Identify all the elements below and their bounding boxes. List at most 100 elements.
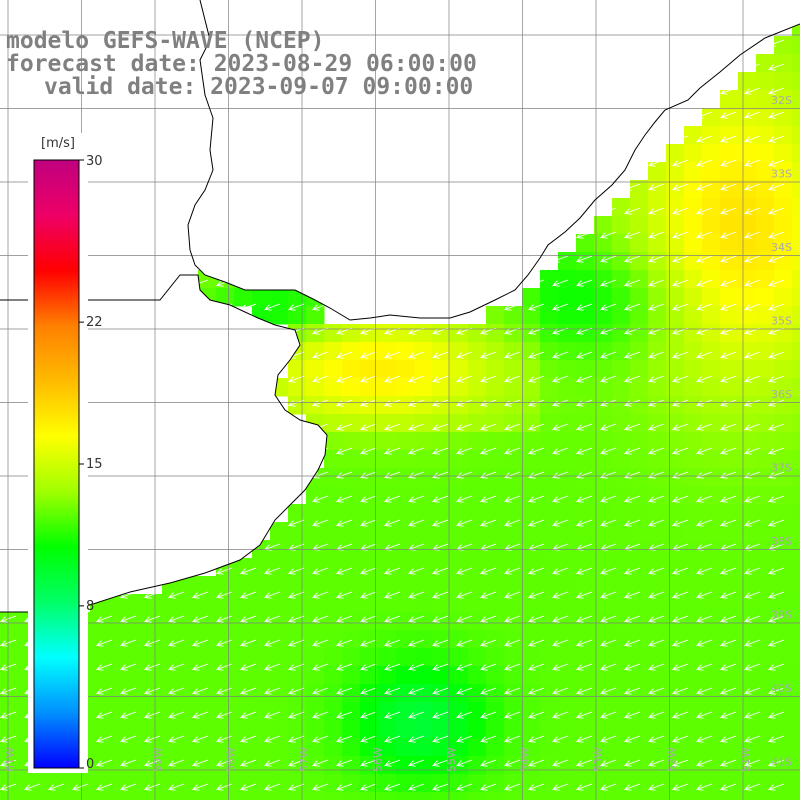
wind-arrow-shaft xyxy=(288,303,305,310)
wind-arrow-shaft xyxy=(744,159,761,166)
wind-arrow-head xyxy=(456,496,464,503)
field-cell xyxy=(684,666,703,685)
wind-arrow xyxy=(360,663,377,671)
wind-arrow-shaft xyxy=(624,447,641,454)
wind-arrow-head xyxy=(384,424,392,431)
wind-arrow-head xyxy=(648,688,656,695)
wind-arrow xyxy=(312,735,329,743)
field-cell xyxy=(180,720,199,739)
field-cell xyxy=(540,396,559,415)
field-cell xyxy=(558,450,577,469)
wind-arrow-shaft xyxy=(504,471,521,478)
wind-arrow-head xyxy=(408,640,416,647)
field-cell xyxy=(792,72,800,91)
wind-arrow xyxy=(768,159,785,167)
wind-arrow-shaft xyxy=(336,375,353,382)
wind-arrow xyxy=(720,639,737,647)
wind-arrow xyxy=(216,711,233,719)
field-cell xyxy=(774,72,793,91)
wind-arrow-shaft xyxy=(576,495,593,502)
wind-arrow-shaft xyxy=(648,447,665,454)
wind-arrow-head xyxy=(240,640,248,647)
wind-arrow-shaft xyxy=(216,639,233,646)
wind-arrow-shaft xyxy=(384,423,401,430)
field-cell xyxy=(342,594,361,613)
wind-arrow-shaft xyxy=(624,783,641,790)
wind-arrow xyxy=(504,735,521,743)
lon-label: 56W xyxy=(372,747,385,772)
wind-arrow-head xyxy=(288,376,296,383)
wind-arrow-shaft xyxy=(456,615,473,622)
wind-arrow-head xyxy=(744,616,752,623)
field-cell xyxy=(738,126,757,145)
wind-arrow-shaft xyxy=(696,423,713,430)
wind-arrow-shaft xyxy=(552,519,569,526)
wind-arrow-head xyxy=(480,424,488,431)
wind-arrow-shaft xyxy=(312,375,329,382)
field-cell xyxy=(450,324,469,343)
wind-arrow-head xyxy=(384,472,392,479)
wind-arrow xyxy=(312,375,329,383)
wind-arrow-head xyxy=(336,520,344,527)
field-cell xyxy=(756,432,775,451)
wind-arrow-head xyxy=(360,328,368,335)
wind-arrow-head xyxy=(264,616,272,623)
field-cell xyxy=(540,288,559,307)
field-cell xyxy=(648,594,667,613)
wind-arrow-head xyxy=(0,664,8,671)
wind-arrow xyxy=(696,615,713,623)
wind-arrow-head xyxy=(624,520,632,527)
field-cell xyxy=(522,666,541,685)
wind-arrow xyxy=(288,711,305,719)
wind-arrow-shaft xyxy=(672,519,689,526)
wind-arrow xyxy=(384,471,401,479)
wind-arrow-head xyxy=(648,640,656,647)
wind-arrow-head xyxy=(768,208,776,215)
wind-arrow-head xyxy=(696,208,704,215)
wind-arrow-shaft xyxy=(144,687,161,694)
wind-arrow-shaft xyxy=(672,207,689,214)
wind-arrow-head xyxy=(384,784,392,791)
field-cell xyxy=(558,792,577,800)
field-cell xyxy=(558,648,577,667)
wind-arrow xyxy=(552,303,569,311)
field-cell xyxy=(792,720,800,739)
field-cell xyxy=(756,378,775,397)
field-cell xyxy=(378,396,397,415)
field-cell xyxy=(756,450,775,469)
wind-arrow-head xyxy=(672,280,680,287)
wind-arrow-shaft xyxy=(672,375,689,382)
wind-arrow-shaft xyxy=(264,759,281,766)
wind-arrow xyxy=(288,591,305,599)
field-cell xyxy=(630,522,649,541)
field-cell xyxy=(792,414,800,433)
wind-arrow xyxy=(336,423,353,431)
wind-arrow-head xyxy=(480,760,488,767)
field-cell xyxy=(630,774,649,793)
wind-arrow-head xyxy=(696,376,704,383)
wind-arrow-shaft xyxy=(624,279,641,286)
wind-arrow xyxy=(624,231,641,239)
wind-arrow-head xyxy=(384,640,392,647)
wind-arrow-shaft xyxy=(216,783,233,790)
field-cell xyxy=(774,198,793,217)
field-cell xyxy=(684,468,703,487)
wind-arrow xyxy=(720,423,737,431)
wind-arrow-shaft xyxy=(744,471,761,478)
wind-arrow xyxy=(480,591,497,599)
wind-arrow-head xyxy=(744,520,752,527)
field-cell xyxy=(324,648,343,667)
field-cell xyxy=(324,432,343,451)
field-cell xyxy=(792,594,800,613)
wind-arrow xyxy=(336,687,353,695)
wind-arrow xyxy=(600,615,617,623)
field-cell xyxy=(774,252,793,271)
wind-arrow-shaft xyxy=(720,423,737,430)
wind-arrow-shaft xyxy=(720,783,737,790)
field-cell xyxy=(144,666,163,685)
wind-arrow-shaft xyxy=(720,183,737,190)
wind-arrow-shaft xyxy=(192,663,209,670)
field-cell xyxy=(450,450,469,469)
wind-arrow-head xyxy=(528,712,536,719)
